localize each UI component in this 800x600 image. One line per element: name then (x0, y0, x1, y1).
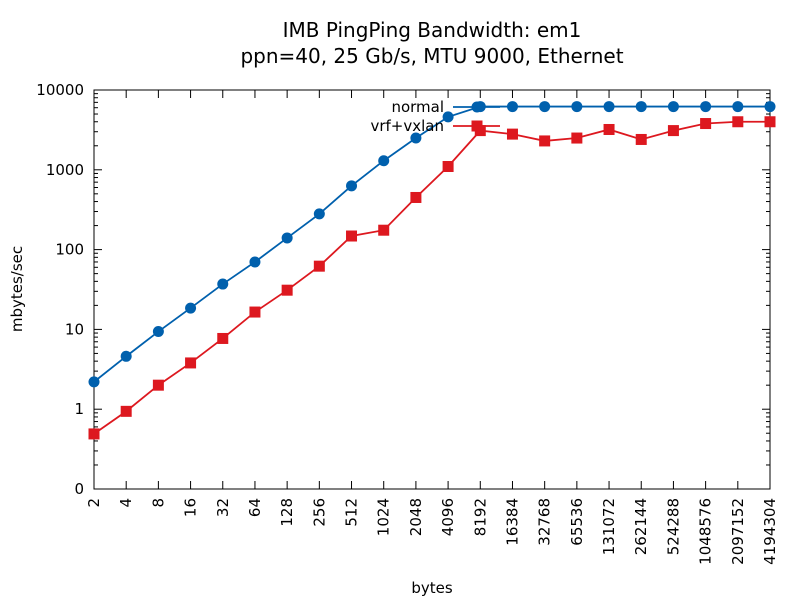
data-point (539, 135, 551, 147)
y-tick-label: 10000 (36, 81, 84, 99)
data-point (506, 101, 518, 113)
plot-area: 0 1 10 100 1000 10000 2 4 8 16 32 64 128 256 512 1024 20… (36, 81, 779, 565)
y-tick-label: 10 (65, 320, 84, 338)
x-tick-label: 512 (343, 498, 361, 527)
data-point (217, 332, 229, 344)
data-point (635, 133, 647, 145)
data-point (667, 101, 679, 113)
y-tick-label: 1 (74, 400, 84, 418)
x-axis-label: bytes (411, 579, 453, 597)
data-point (120, 405, 132, 417)
x-tick-label: 8192 (471, 498, 489, 536)
x-tick-label: 32768 (536, 498, 554, 546)
legend-item-normal: normal (391, 98, 500, 116)
data-point (410, 132, 422, 144)
x-tick-label: 524288 (664, 498, 682, 555)
data-point (764, 101, 776, 113)
x-tick-label: 128 (278, 498, 296, 527)
data-point (378, 155, 390, 167)
data-point (539, 101, 551, 113)
x-tick-label: 16384 (503, 498, 521, 546)
x-tick-label: 64 (246, 498, 264, 517)
x-tick-label: 131072 (600, 498, 618, 555)
data-point (185, 302, 197, 314)
data-point (667, 125, 679, 137)
data-point (249, 256, 261, 268)
data-point (603, 101, 615, 113)
x-tick-label: 2 (85, 498, 103, 508)
x-tick-label: 4 (117, 498, 135, 508)
data-point (603, 123, 615, 135)
data-point (313, 260, 325, 272)
data-point (378, 224, 390, 236)
plot-frame (93, 89, 771, 490)
x-tick-label: 256 (310, 498, 328, 527)
chart-title-line2: ppn=40, 25 Gb/s, MTU 9000, Ethernet (240, 44, 623, 68)
data-point (346, 230, 358, 242)
legend-marker (471, 101, 483, 113)
series-normal (88, 101, 776, 388)
legend-label: vrf+vxlan (370, 117, 444, 135)
series-line (93, 120, 770, 435)
data-point (88, 428, 100, 440)
data-point (346, 180, 358, 192)
x-tick-label: 1048576 (697, 498, 715, 565)
x-tick-label: 4194304 (761, 498, 779, 565)
data-point (700, 118, 712, 130)
data-point (442, 160, 454, 172)
data-point (732, 101, 744, 113)
y-tick-label: 0 (74, 480, 84, 498)
series-vrf+vxlan (88, 116, 776, 440)
data-point (217, 278, 229, 290)
data-point (700, 101, 712, 113)
data-point (281, 232, 293, 244)
legend-label: normal (391, 98, 444, 116)
y-tick-label: 100 (55, 241, 84, 259)
x-tick-label: 1024 (375, 498, 393, 536)
chart-title-line1: IMB PingPing Bandwidth: em1 (283, 18, 582, 42)
data-point (120, 350, 132, 362)
x-tick-label: 262144 (632, 498, 650, 555)
x-tick-label: 16 (182, 498, 200, 517)
legend-marker (471, 120, 483, 132)
data-point (152, 379, 164, 391)
data-point (571, 101, 583, 113)
data-point (152, 326, 164, 338)
data-point (506, 128, 518, 140)
x-tick-label: 4096 (439, 498, 457, 536)
x-tick-label: 8 (149, 498, 167, 508)
y-axis-label: mbytes/sec (8, 246, 26, 332)
x-tick-label: 2097152 (729, 498, 747, 565)
data-point (185, 357, 197, 369)
series-line (93, 105, 770, 383)
data-point (764, 116, 776, 128)
legend-item-vrf+vxlan: vrf+vxlan (370, 117, 500, 135)
data-point (410, 191, 422, 203)
y-tick-label: 1000 (46, 161, 84, 179)
x-tick-label: 2048 (407, 498, 425, 536)
data-point (249, 306, 261, 318)
data-point (571, 132, 583, 144)
data-point (88, 376, 100, 388)
x-tick-label: 65536 (568, 498, 586, 546)
x-tick-label: 32 (214, 498, 232, 517)
data-point (313, 208, 325, 220)
data-point (732, 116, 744, 128)
data-point (442, 111, 454, 123)
data-point (635, 101, 647, 113)
data-point (281, 284, 293, 296)
